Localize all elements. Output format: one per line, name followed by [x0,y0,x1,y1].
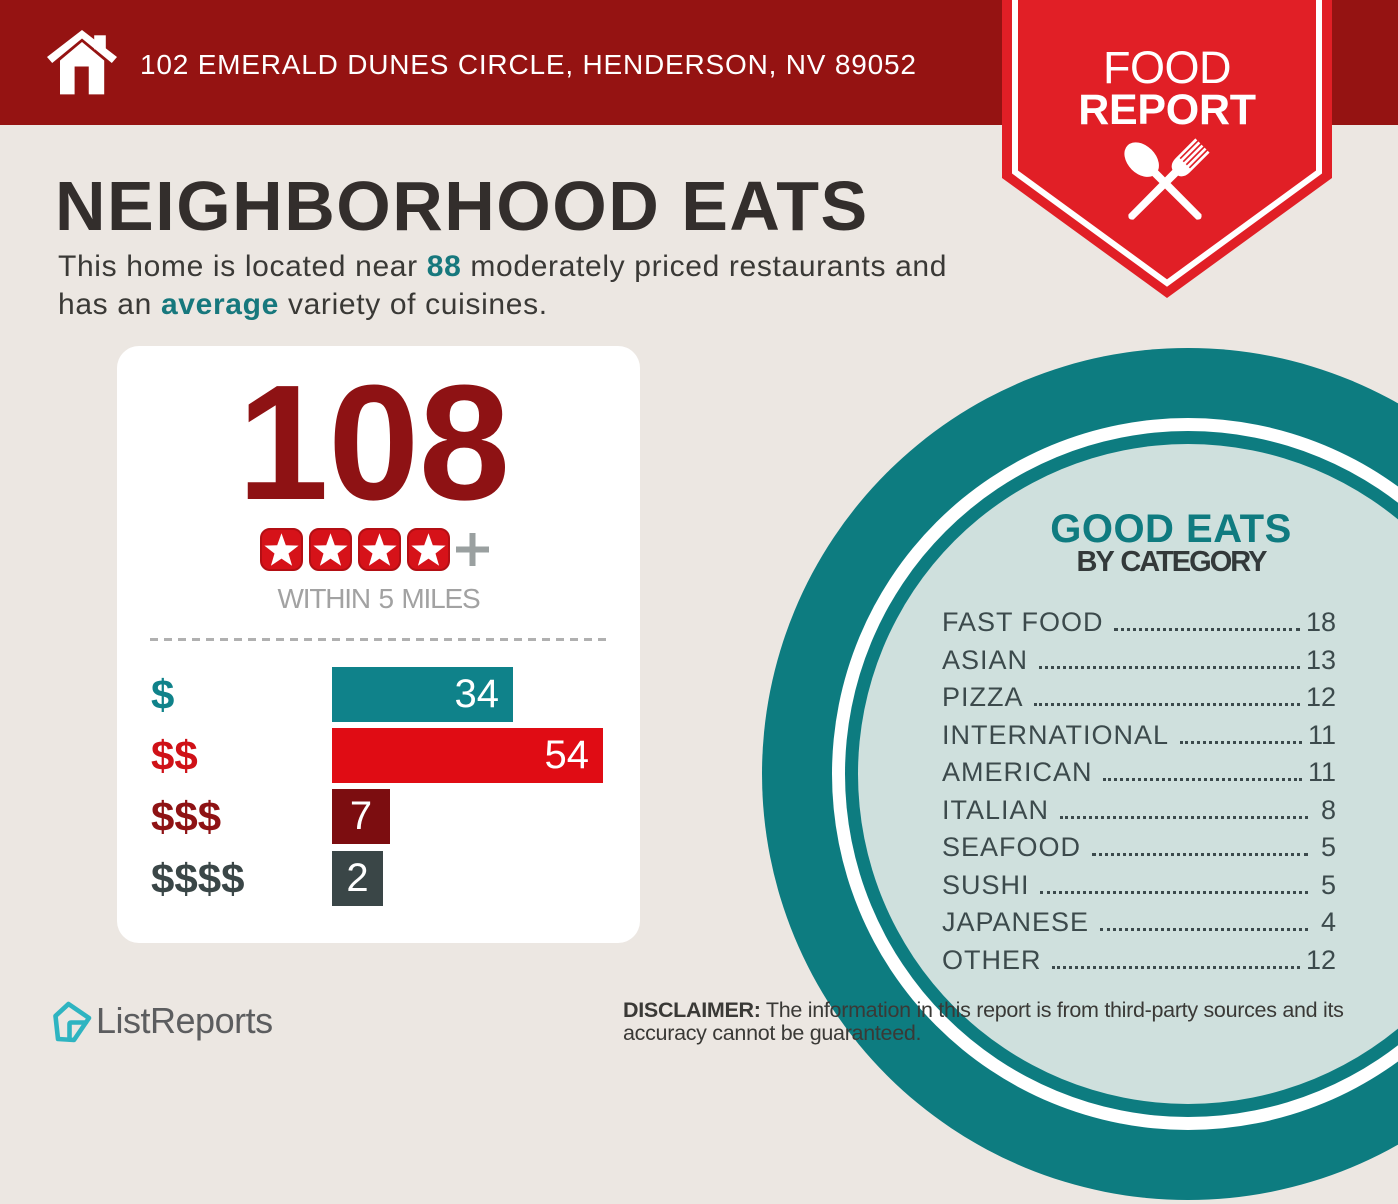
svg-text:REPORT: REPORT [1078,86,1255,134]
svg-text:FOOD: FOOD [1103,42,1231,93]
